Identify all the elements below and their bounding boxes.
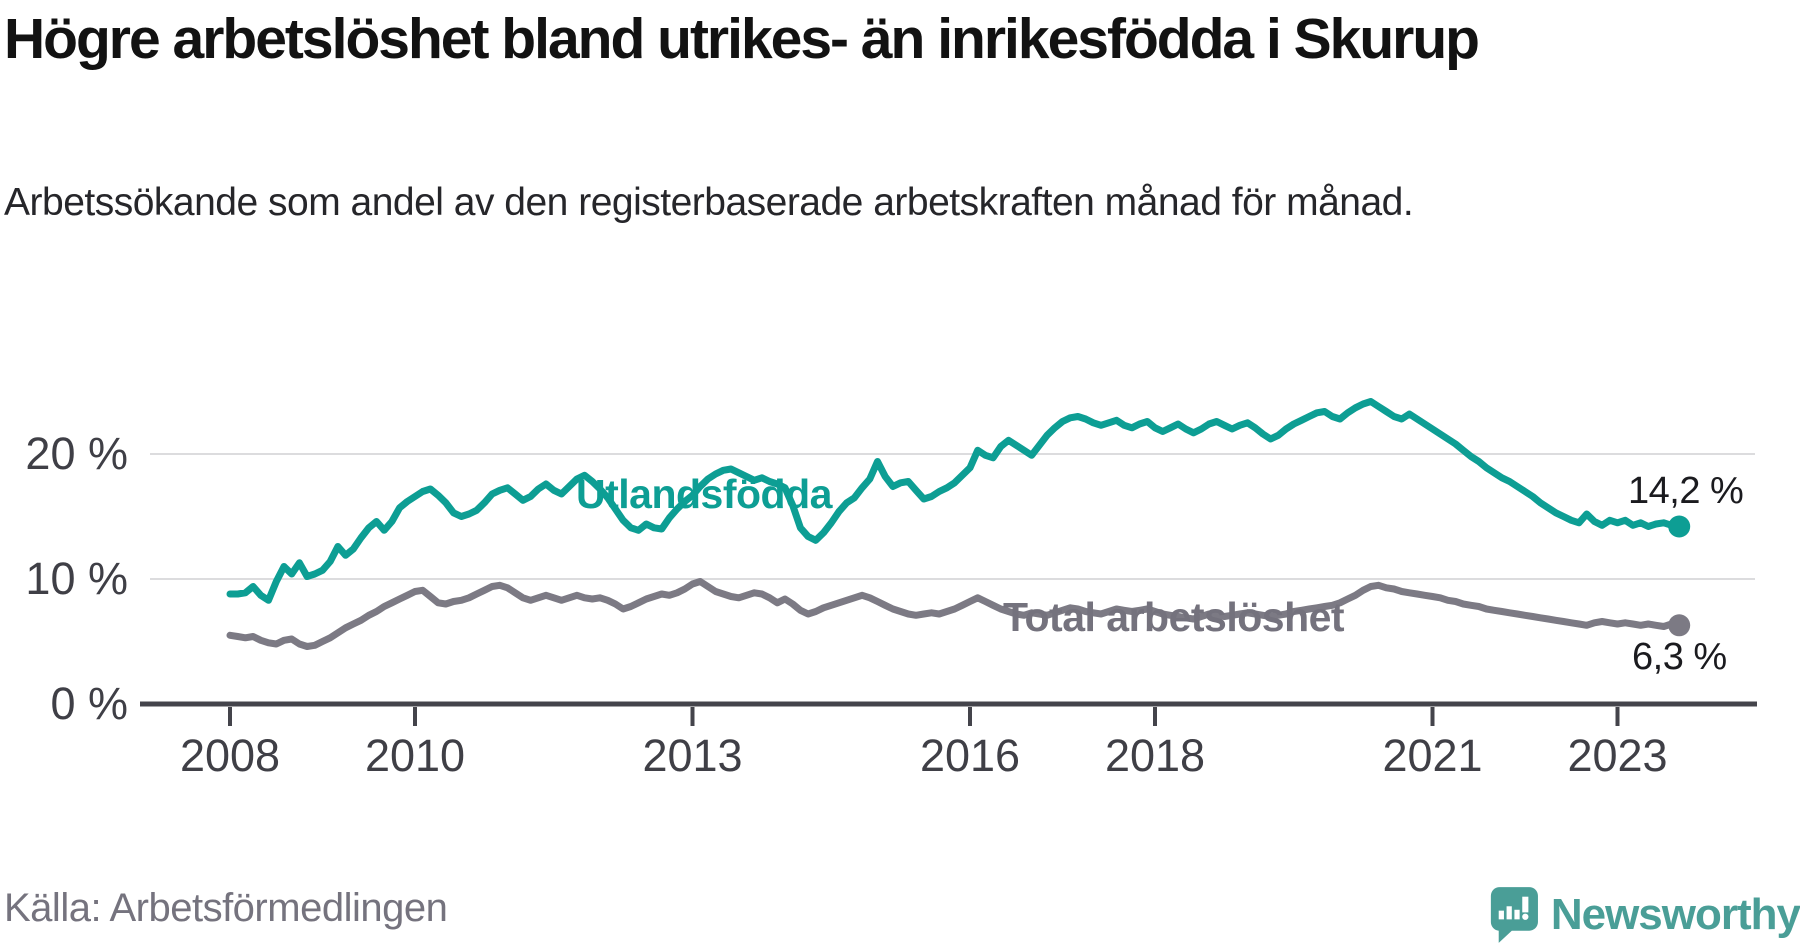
series-label-utlandsfodda: Utlandsfödda (576, 471, 832, 517)
newsworthy-logo[interactable]: Newsworthy (1490, 882, 1800, 948)
x-tick-label-2023: 2023 (1567, 730, 1667, 781)
x-tick-label-2018: 2018 (1105, 730, 1205, 781)
series-label-total: Total arbetslöshet (1003, 594, 1345, 640)
end-dot-total (1668, 614, 1691, 637)
x-tick-label-2016: 2016 (920, 730, 1020, 781)
x-tick-label-2021: 2021 (1382, 730, 1482, 781)
source-note: Källa: Arbetsförmedlingen (4, 886, 448, 930)
end-value-utlandsfodda: 14,2 % (1628, 470, 1744, 512)
page-title: Högre arbetslöshet bland utrikes- än inr… (4, 7, 1480, 71)
series-line-utlandsfodda (226, 398, 1683, 604)
y-tick-label-10: 10 % (25, 553, 128, 604)
y-tick-label-0: 0 % (50, 678, 128, 729)
end-dot-utlandsfodda (1668, 515, 1691, 538)
end-value-total: 6,3 % (1632, 636, 1727, 678)
x-tick-label-2013: 2013 (642, 730, 742, 781)
y-tick-label-20: 20 % (25, 428, 128, 479)
chart-subtitle: Arbetssökande som andel av den registerb… (4, 181, 1414, 224)
x-tick-label-2008: 2008 (180, 730, 280, 781)
newsworthy-logo-icon (1490, 887, 1538, 943)
x-tick-label-2010: 2010 (365, 730, 465, 781)
newsworthy-wordmark: Newsworthy (1550, 890, 1800, 939)
series-line-total (226, 578, 1683, 650)
